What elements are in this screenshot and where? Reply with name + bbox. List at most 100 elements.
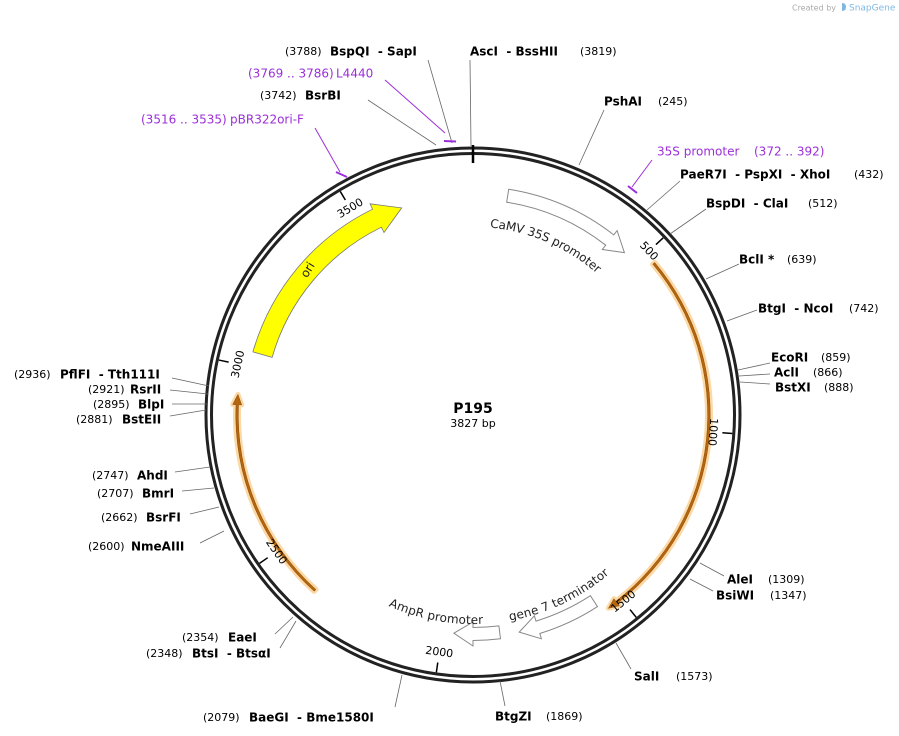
site-position: (2662) — [101, 511, 138, 524]
site-leader — [737, 362, 771, 371]
site-label: BlpI — [138, 398, 164, 412]
watermark-prefix: Created by — [792, 4, 836, 13]
site-position: (639) — [787, 253, 817, 266]
site-position: (742) — [849, 302, 879, 315]
primer-range: (372 .. 392) — [754, 145, 824, 159]
primer-mark — [335, 171, 348, 178]
site-leader — [199, 530, 225, 544]
site-leader — [171, 377, 210, 387]
site-position: (3788) — [285, 45, 322, 58]
site-label: BtsI - BtsαI — [192, 647, 271, 661]
primer-label: L4440 — [336, 67, 373, 81]
site-label: BsrFI — [146, 511, 181, 525]
primer-range: (3769 .. 3786) — [248, 67, 334, 81]
site-position: (3742) — [260, 89, 297, 102]
site-label: EcoRI — [771, 351, 808, 365]
site-label: BsiWI — [716, 589, 754, 603]
site-label: SalI — [634, 670, 659, 684]
tick-label: 1000 — [705, 418, 720, 447]
site-leader — [367, 99, 437, 146]
site-position: (1309) — [768, 573, 805, 586]
site-position: (866) — [813, 366, 843, 379]
site-position: (2895) — [93, 398, 130, 411]
primers: (3769 .. 3786) L4440 (3516 .. 3535) pBR3… — [141, 67, 824, 194]
feature-halo — [230, 391, 319, 594]
site-label: BstXI — [775, 381, 811, 395]
feature-halo — [605, 259, 713, 611]
watermark-icon — [842, 3, 846, 11]
site-leader — [726, 309, 758, 322]
site-position: (1347) — [770, 589, 807, 602]
site-leader — [174, 466, 211, 473]
site-position: (1573) — [676, 670, 713, 683]
feature-label-path: AmpR promoter — [387, 595, 483, 626]
site-leader — [689, 578, 714, 592]
site-leader — [646, 180, 681, 211]
site-label: BmrI — [142, 487, 174, 501]
site-leader — [705, 263, 740, 280]
site-label: PshAI — [604, 95, 642, 109]
tick-mark — [435, 662, 439, 673]
watermark-brand: SnapGene — [849, 4, 896, 14]
map-name: P195 — [453, 401, 492, 417]
site-leader — [699, 562, 725, 577]
feature-orange — [232, 393, 317, 592]
site-position: (512) — [808, 197, 838, 210]
site-label: PaeR7I - PspXI - XhoI — [680, 168, 830, 182]
site-position: (2600) — [88, 540, 125, 553]
site-leader — [669, 208, 707, 235]
site-leader — [469, 59, 472, 147]
feature-ori — [252, 203, 403, 358]
tick-label: 2000 — [424, 644, 454, 661]
site-label: PflFI - Tth111I — [60, 368, 160, 382]
tick-mark — [629, 609, 637, 618]
feature-gene7-terminator — [518, 595, 599, 640]
site-label: BsrBI — [305, 89, 341, 103]
site-leader — [279, 620, 297, 649]
watermark: Created by SnapGene — [792, 3, 896, 14]
site-leader — [578, 109, 605, 166]
site-label: BaeGI - Bme1580I — [249, 711, 374, 725]
site-position: (2881) — [76, 413, 113, 426]
tick-mark — [722, 431, 733, 435]
site-position: (2707) — [97, 487, 134, 500]
site-position: (432) — [854, 168, 884, 181]
tick-mark — [655, 237, 664, 246]
primer-leader — [631, 159, 653, 188]
feature-camv-promoter — [506, 188, 626, 254]
primer-label: pBR322ori-F — [230, 113, 304, 127]
site-position: (888) — [824, 381, 854, 394]
site-label: BtgI - NcoI — [758, 302, 833, 316]
site-position: (859) — [821, 351, 851, 364]
site-position: (245) — [658, 95, 688, 108]
site-label: AscI - BssHII — [470, 45, 558, 59]
tick-mark — [339, 191, 347, 201]
tick-label: 3000 — [229, 349, 248, 379]
feature-orange — [607, 262, 711, 609]
feature-ampr-promoter — [452, 621, 502, 647]
site-label: AhdI — [137, 469, 168, 483]
site-leader — [739, 381, 771, 385]
tick-mark — [259, 557, 269, 565]
primer-range: (3516 .. 3535) — [141, 113, 227, 127]
primer-mark — [443, 140, 457, 143]
site-leader — [274, 616, 294, 635]
site-position: (2936) — [14, 368, 51, 381]
sites: BspQI - SapI (3788) AscI - BssHII (3819) Bsr… — [14, 45, 884, 725]
site-label: BspDI - ClaI — [706, 197, 788, 211]
site-position: (2747) — [92, 469, 129, 482]
primer-leader — [384, 79, 446, 134]
site-label: EaeI — [228, 631, 257, 645]
site-leader — [181, 487, 215, 492]
site-leader — [738, 373, 771, 377]
site-position: (2079) — [203, 711, 240, 724]
site-position: (2348) — [146, 647, 183, 660]
primer-mark — [627, 185, 638, 194]
site-position: (1869) — [546, 710, 583, 723]
site-leader — [189, 506, 220, 515]
features — [230, 188, 713, 647]
primer-leader — [314, 127, 341, 173]
site-label: BstEII — [122, 413, 161, 427]
